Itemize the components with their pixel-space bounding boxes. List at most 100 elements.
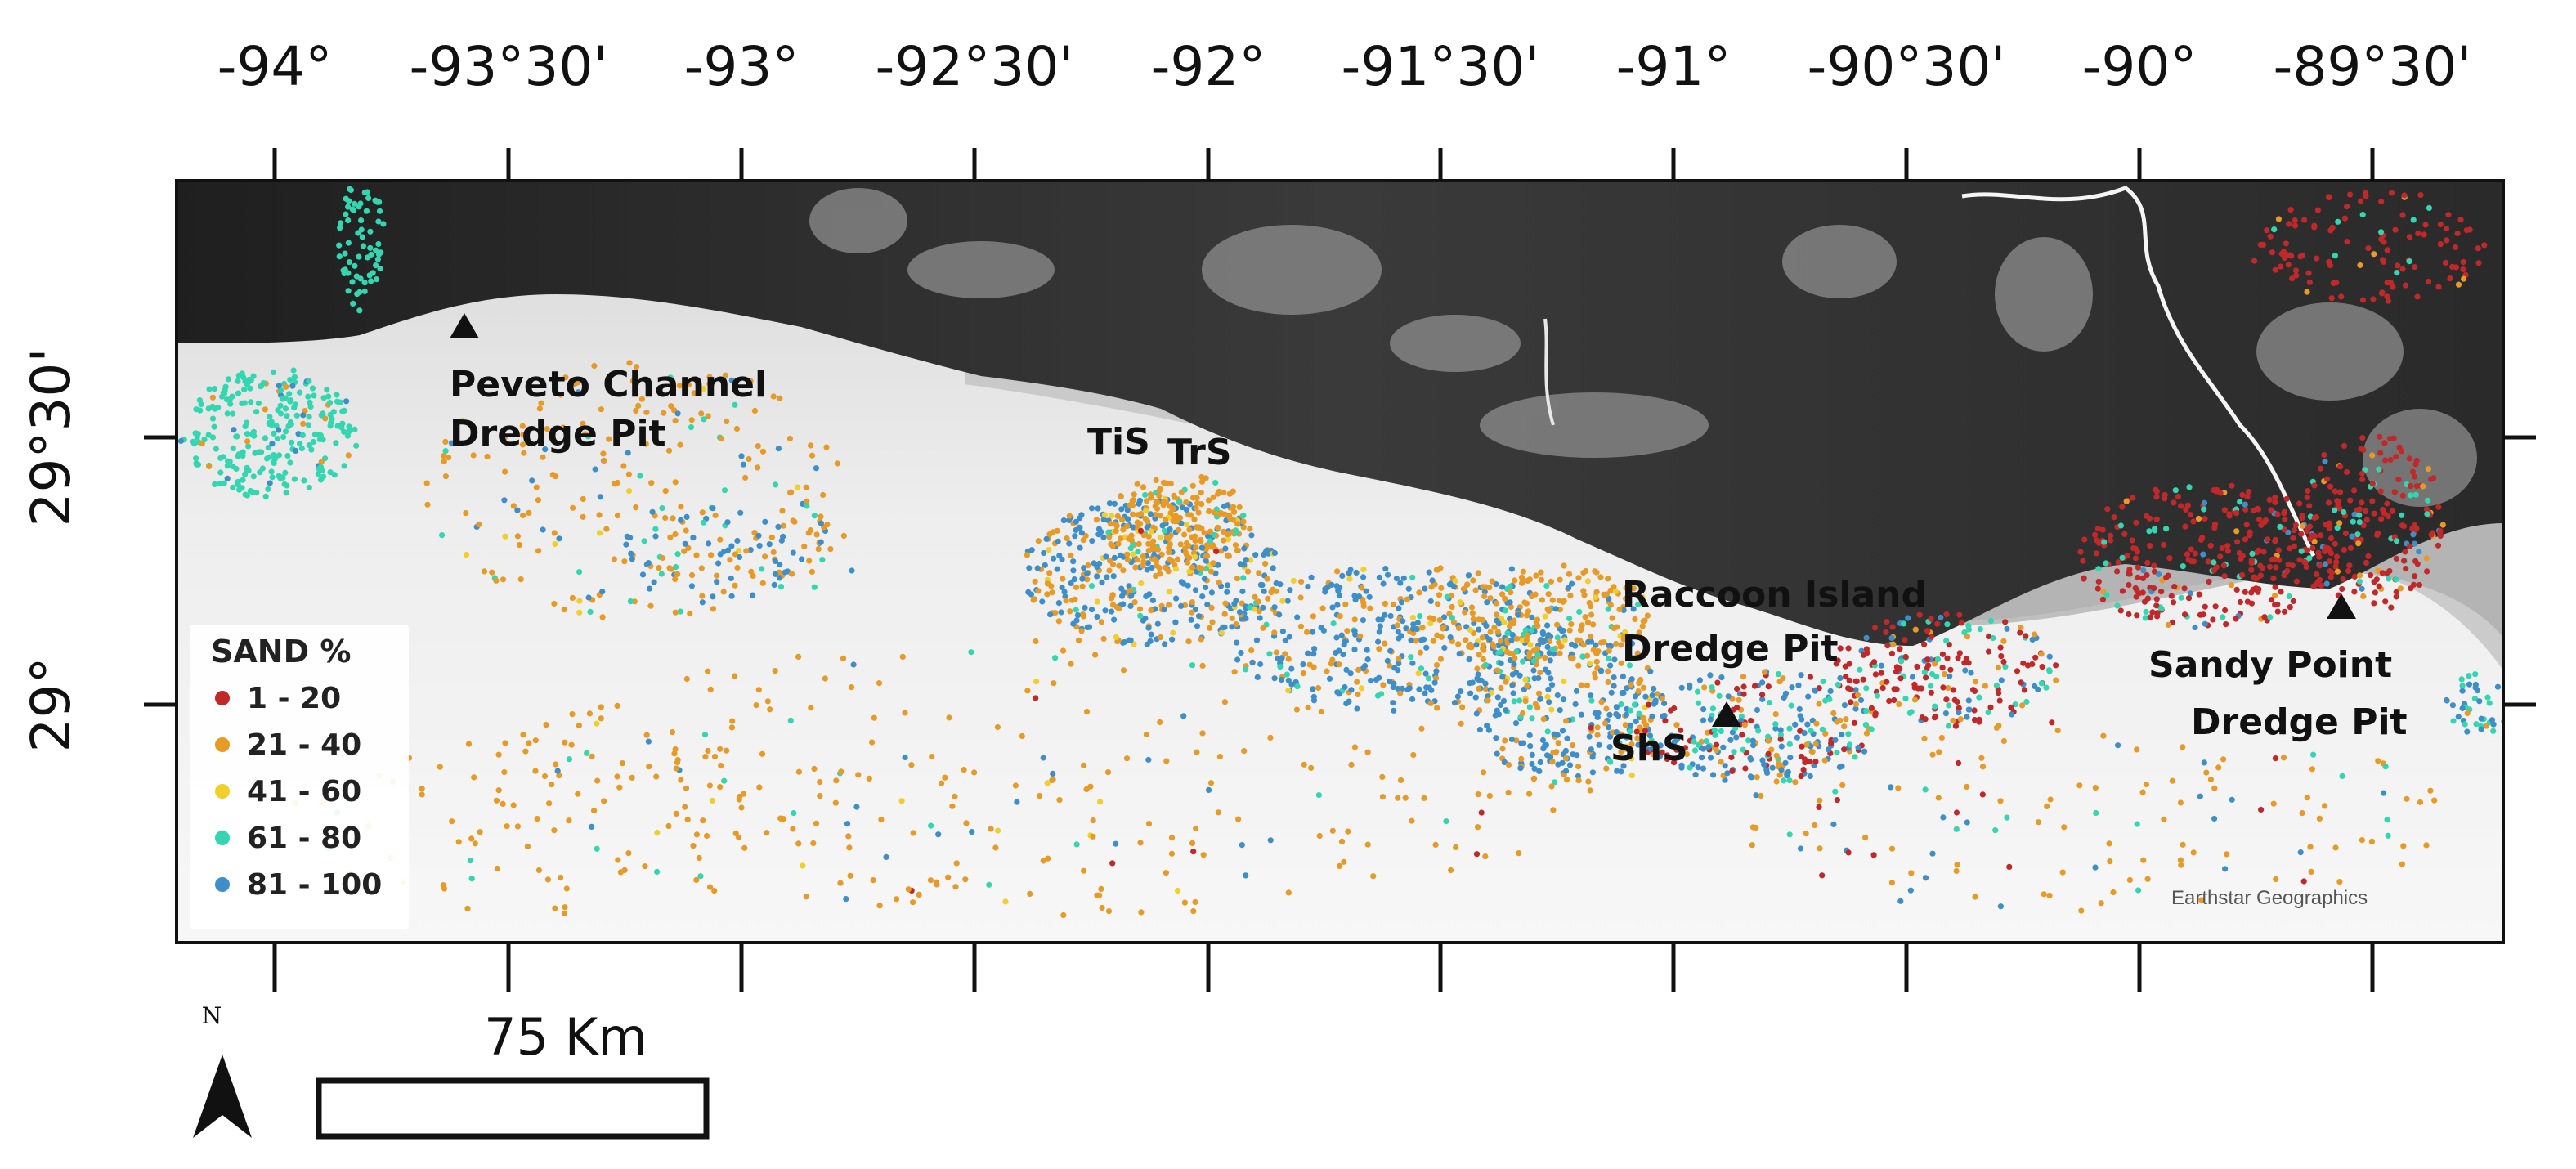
sand-sample-point <box>1263 547 1270 553</box>
sand-sample-point <box>1099 579 1105 586</box>
sand-sample-point <box>1540 631 1547 638</box>
sand-sample-point <box>2099 596 2106 602</box>
sand-sample-point <box>2281 608 2288 615</box>
sand-sample-point <box>2248 600 2255 607</box>
sand-sample-point <box>293 412 300 419</box>
sand-sample-point <box>701 386 707 392</box>
sand-sample-point <box>1483 622 1490 629</box>
sand-sample-point <box>1627 722 1633 728</box>
sand-sample-point <box>368 251 374 258</box>
sand-sample-point <box>1222 545 1229 552</box>
sand-sample-point <box>699 599 706 606</box>
sand-sample-point <box>2400 523 2408 530</box>
sand-sample-point <box>1529 715 1535 722</box>
sand-sample-point <box>1458 720 1464 727</box>
sand-sample-point <box>2306 555 2313 562</box>
sand-sample-point <box>2053 677 2059 683</box>
sand-sample-point <box>2275 216 2282 222</box>
sand-sample-point <box>1221 611 1228 617</box>
sand-sample-point <box>623 541 629 548</box>
sand-sample-point <box>306 484 312 491</box>
sand-sample-point <box>2192 624 2198 631</box>
sand-sample-point <box>1460 585 1467 592</box>
sand-sample-point <box>696 854 702 862</box>
sand-sample-point <box>1156 492 1163 499</box>
sand-sample-point <box>1602 720 1609 727</box>
sand-sample-point <box>1620 763 1627 769</box>
sand-sample-point <box>1120 567 1127 574</box>
sand-sample-point <box>1192 553 1198 560</box>
sand-sample-point <box>777 575 783 581</box>
sand-sample-point <box>1773 778 1780 785</box>
sand-sample-point <box>1355 691 1361 698</box>
sand-sample-point <box>493 797 500 804</box>
sand-sample-point <box>1929 751 1936 758</box>
sand-sample-point <box>1568 620 1575 628</box>
sand-sample-point <box>1229 624 1235 630</box>
sand-sample-point <box>1377 623 1383 629</box>
sand-sample-point <box>1644 612 1651 619</box>
sand-sample-point <box>1476 685 1482 692</box>
sand-sample-point <box>823 444 830 450</box>
sand-sample-point <box>2337 464 2344 470</box>
sand-sample-point <box>677 608 683 615</box>
sand-sample-point <box>1410 751 1417 759</box>
sand-sample-point <box>279 396 285 402</box>
sand-sample-point <box>843 896 849 903</box>
sand-sample-point <box>1410 629 1417 637</box>
sand-sample-point <box>1058 609 1064 616</box>
sand-sample-point <box>2271 556 2278 562</box>
sand-sample-point <box>2029 636 2036 643</box>
sand-sample-point <box>1476 726 1483 733</box>
sand-sample-point <box>2190 518 2197 525</box>
sand-sample-point <box>2371 600 2377 607</box>
sand-sample-point <box>804 498 810 504</box>
sand-sample-point <box>691 390 697 396</box>
sand-sample-point <box>2251 258 2258 264</box>
sand-sample-point <box>532 768 539 774</box>
sand-sample-point <box>693 876 700 883</box>
sand-sample-point <box>1085 562 1091 569</box>
sand-sample-point <box>617 869 625 876</box>
scale-bar-label: 75 Km <box>484 1007 647 1067</box>
sand-sample-point <box>1481 593 1488 600</box>
sand-sample-point <box>1618 660 1624 666</box>
sand-sample-point <box>1326 675 1333 682</box>
sand-sample-point <box>1444 593 1450 600</box>
sand-sample-point <box>1351 744 1358 750</box>
sand-sample-point <box>2202 603 2208 610</box>
sand-sample-point <box>1181 899 1188 906</box>
sand-sample-point <box>653 773 660 780</box>
sand-sample-point <box>2351 487 2358 494</box>
sand-sample-point <box>1467 641 1473 648</box>
sand-sample-point <box>1921 641 1928 647</box>
sand-sample-point <box>2286 221 2292 227</box>
sand-sample-point <box>1718 674 1725 681</box>
sand-sample-point <box>2095 566 2102 572</box>
sand-sample-point <box>1422 690 1428 696</box>
sand-sample-point <box>2201 499 2208 506</box>
sand-sample-point <box>1871 625 1879 631</box>
sand-sample-point <box>1138 580 1145 587</box>
sand-sample-point <box>1088 607 1095 613</box>
sand-sample-point <box>1243 615 1249 622</box>
sand-sample-point <box>1562 755 1569 762</box>
sand-sample-point <box>1852 687 1859 693</box>
sand-sample-point <box>1606 595 1612 602</box>
legend-label: 41 - 60 <box>247 775 361 808</box>
sand-sample-point <box>808 705 814 711</box>
sand-sample-point <box>1089 538 1095 544</box>
sand-sample-point <box>1628 773 1635 779</box>
sand-sample-point <box>2166 555 2173 562</box>
sand-sample-point <box>1366 593 1373 600</box>
sand-sample-point <box>1586 599 1593 607</box>
sand-sample-point <box>1440 624 1447 630</box>
sand-sample-point <box>705 747 711 755</box>
sand-sample-point <box>1475 824 1481 831</box>
sand-sample-point <box>442 448 449 455</box>
sand-sample-point <box>290 367 297 374</box>
sand-sample-point <box>1669 732 1675 739</box>
sand-sample-point <box>1529 593 1535 600</box>
sand-sample-point <box>2410 531 2417 538</box>
